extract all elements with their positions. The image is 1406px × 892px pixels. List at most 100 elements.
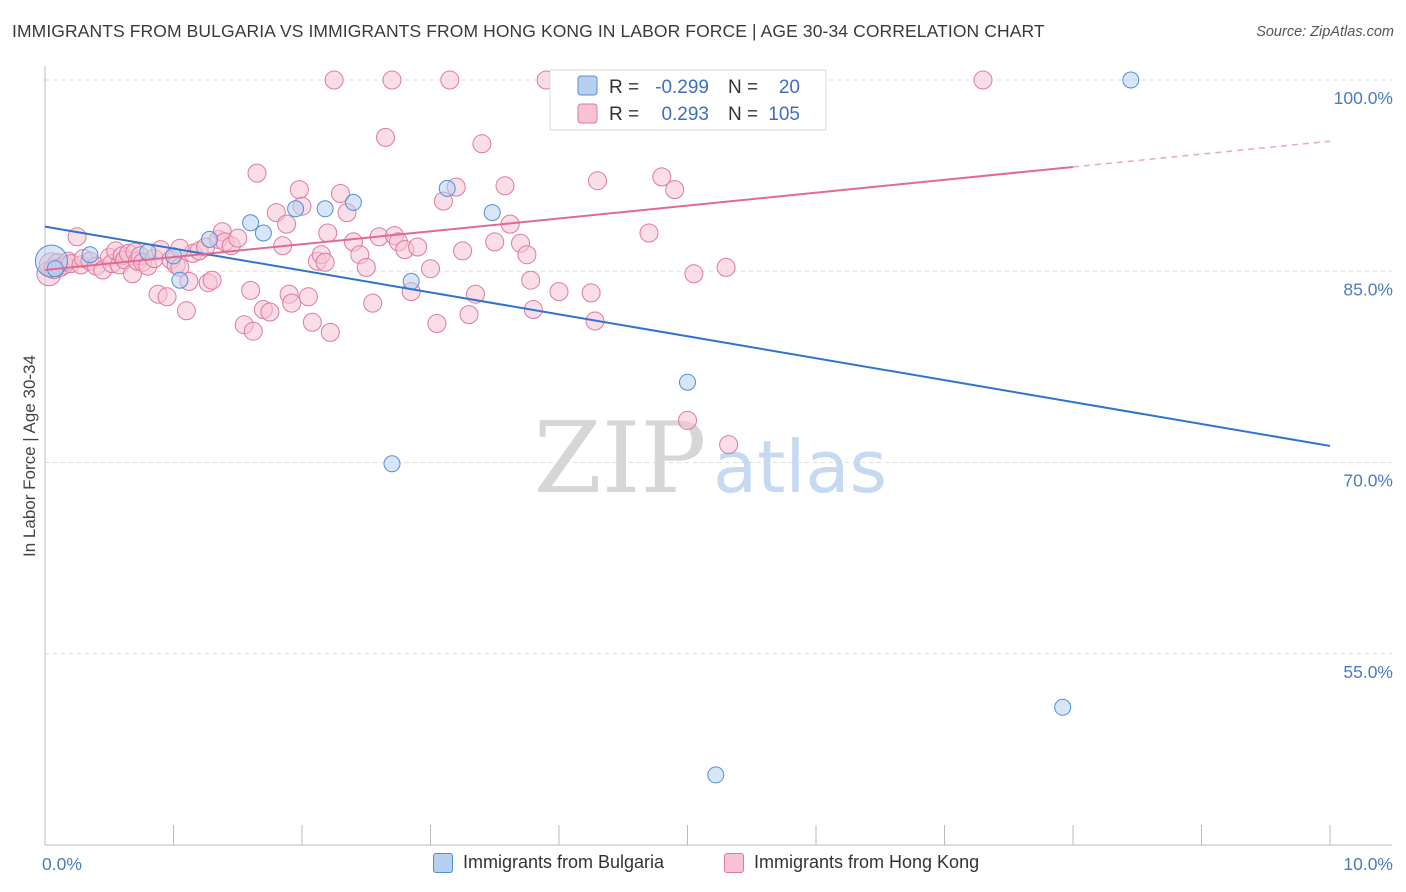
data-point (315, 252, 335, 272)
y-tick-label: 100.0% (1334, 88, 1393, 108)
data-point (241, 280, 261, 300)
data-point (521, 270, 541, 290)
data-point (639, 223, 659, 243)
data-point (324, 70, 344, 90)
data-point (316, 200, 334, 218)
data-point (243, 321, 263, 341)
data-point (453, 241, 473, 261)
data-point (298, 287, 318, 307)
data-point (485, 232, 505, 252)
data-point (1122, 71, 1140, 89)
bottom-legend: Immigrants from Bulgaria Immigrants from… (0, 852, 1406, 878)
data-point (289, 180, 309, 200)
y-tick-label: 70.0% (1343, 471, 1393, 491)
data-point (588, 171, 607, 191)
data-point (1054, 698, 1072, 716)
blue-n-value: 20 (779, 77, 800, 98)
pink-swatch (577, 103, 598, 124)
data-point (678, 410, 697, 430)
data-point (459, 305, 479, 325)
blue-n-label: N = (728, 77, 758, 98)
data-point (363, 293, 383, 313)
pink-n-value: 105 (768, 104, 800, 125)
data-point (483, 204, 501, 222)
watermark: ZIP atlas (534, 402, 887, 516)
gridlines (45, 79, 1392, 655)
data-point (440, 70, 460, 90)
source-credit: Source: ZipAtlas.com (1256, 24, 1394, 40)
data-point (356, 257, 376, 277)
hong-kong-trend-extension (1072, 140, 1331, 168)
data-point (382, 70, 402, 90)
data-point (707, 766, 725, 784)
data-point (438, 179, 456, 197)
legend-item-bulgaria: Immigrants from Bulgaria (433, 852, 664, 873)
blue-r-label: R = (609, 77, 639, 98)
data-point (318, 223, 338, 243)
data-point (282, 293, 302, 313)
data-point (201, 230, 218, 248)
data-point (549, 282, 569, 302)
data-point (247, 163, 267, 183)
stats-legend: R = -0.299 N = 20 R = 0.293 N = 105 (549, 69, 827, 131)
data-point (665, 180, 685, 200)
legend-swatch-bulgaria (433, 852, 453, 873)
chart-title: IMMIGRANTS FROM BULGARIA VS IMMIGRANTS F… (12, 21, 1045, 41)
data-point (719, 435, 739, 455)
data-point (408, 237, 428, 257)
data-point (331, 184, 350, 203)
blue-r-value: -0.299 (655, 77, 709, 98)
data-point (684, 264, 704, 284)
tick-labels: 100.0% 85.0% 70.0% 55.0% 0.0% 10.0% (42, 88, 1393, 874)
data-point (376, 127, 395, 147)
hong-kong-trend-line (44, 165, 1074, 271)
watermark-zip: ZIP (534, 402, 707, 516)
data-point (287, 200, 305, 218)
x-tick-label: 10.0% (1343, 854, 1393, 874)
x-tick-label: 0.0% (42, 854, 82, 874)
data-point (277, 214, 297, 234)
data-point (254, 224, 272, 242)
pink-r-label: R = (609, 104, 639, 125)
data-point (427, 314, 447, 333)
y-axis-label: In Labor Force | Age 30-34 (20, 355, 39, 557)
data-point (139, 243, 157, 261)
legend-label-hong-kong: Immigrants from Hong Kong (754, 852, 980, 872)
data-point (228, 228, 248, 248)
data-point (383, 455, 401, 473)
data-point (716, 257, 736, 277)
y-tick-label: 85.0% (1343, 279, 1393, 299)
data-point (302, 312, 322, 332)
data-point (652, 167, 672, 187)
trend-lines (44, 140, 1331, 447)
data-point (171, 271, 189, 289)
data-point (581, 283, 601, 303)
blue-swatch (577, 75, 598, 96)
data-point (242, 214, 260, 232)
bulgaria-trend-line (44, 225, 1331, 447)
data-point (176, 301, 196, 321)
data-point (157, 287, 177, 307)
legend-swatch-hong-kong (724, 852, 744, 873)
pink-r-value: 0.293 (661, 104, 709, 125)
data-point (517, 245, 537, 265)
legend-item-hong-kong: Immigrants from Hong Kong (724, 852, 979, 873)
data-point (402, 272, 420, 290)
y-tick-label: 55.0% (1343, 662, 1393, 682)
pink-n-label: N = (728, 104, 758, 125)
data-point (421, 259, 440, 279)
data-point (472, 134, 492, 154)
axes (44, 66, 1392, 846)
data-point (495, 176, 515, 196)
data-point (202, 270, 222, 290)
data-point (344, 193, 362, 211)
data-point (260, 302, 280, 322)
watermark-atlas: atlas (713, 425, 887, 509)
data-point (973, 70, 993, 90)
data-point (81, 246, 99, 264)
data-point (320, 322, 340, 342)
legend-label-bulgaria: Immigrants from Bulgaria (463, 852, 665, 872)
series-hong-kong-points (36, 70, 993, 455)
data-point (679, 373, 696, 391)
